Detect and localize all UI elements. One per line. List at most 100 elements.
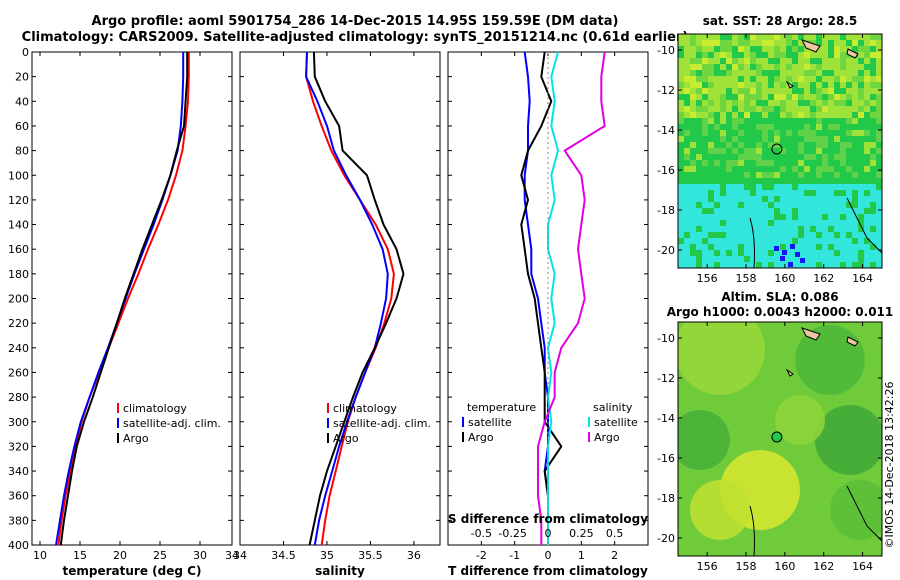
sst-cell	[804, 70, 810, 76]
sst-cell	[840, 208, 846, 214]
sst-cell	[690, 106, 696, 112]
sst-cell	[702, 226, 708, 232]
sst-cell	[702, 52, 708, 58]
sst-cell	[702, 232, 708, 238]
sst-cell	[732, 70, 738, 76]
sst-cell	[774, 220, 780, 226]
sst-cell	[774, 88, 780, 94]
sst-cell	[834, 136, 840, 142]
sst-cell	[738, 142, 744, 148]
sst-cell	[684, 214, 690, 220]
sst-cell	[774, 46, 780, 52]
x-tick-label: -2	[476, 549, 487, 562]
sst-cell	[822, 46, 828, 52]
sst-cell	[720, 136, 726, 142]
sst-cell	[702, 256, 708, 262]
sst-cell	[780, 238, 786, 244]
sst-cold-cell	[795, 252, 800, 257]
sst-cell	[702, 214, 708, 220]
sst-cell	[864, 196, 870, 202]
sst-cell	[780, 58, 786, 64]
sst-cell	[762, 58, 768, 64]
sst-cell	[726, 202, 732, 208]
sst-cell	[828, 202, 834, 208]
sst-cell	[684, 64, 690, 70]
sst-cell	[804, 82, 810, 88]
sst-cell	[678, 100, 684, 106]
sst-cell	[738, 70, 744, 76]
sst-cell	[720, 214, 726, 220]
sst-cell	[708, 40, 714, 46]
credit-text: ©IMOS 14-Dec-2018 13:42:26	[883, 382, 896, 549]
sst-cell	[762, 34, 768, 40]
sst-cell	[696, 232, 702, 238]
sst-cell	[744, 214, 750, 220]
sst-cell	[834, 256, 840, 262]
sst-cell	[762, 208, 768, 214]
legend-label: Argo	[333, 432, 359, 445]
sst-cell	[756, 160, 762, 166]
sst-cell	[876, 262, 882, 268]
sst-cell	[750, 244, 756, 250]
sst-cell	[780, 262, 786, 268]
sst-cell	[780, 76, 786, 82]
sst-cell	[870, 142, 876, 148]
sst-cell	[786, 196, 792, 202]
sst-cell	[744, 232, 750, 238]
sst-cell	[810, 112, 816, 118]
sst-cell	[768, 40, 774, 46]
sst-cell	[846, 34, 852, 40]
sst-cell	[756, 82, 762, 88]
sst-cell	[834, 190, 840, 196]
sst-cell	[774, 226, 780, 232]
sst-cell	[684, 58, 690, 64]
sst-cell	[852, 64, 858, 70]
sst-cell	[822, 154, 828, 160]
sst-cell	[798, 202, 804, 208]
sst-cell	[756, 76, 762, 82]
x-tick-label: 1	[578, 549, 585, 562]
sst-cell	[780, 34, 786, 40]
x-tick-label: 34	[233, 549, 247, 562]
sst-cell	[792, 94, 798, 100]
sst-cell	[786, 256, 792, 262]
legend-label: satellite-adj. clim.	[333, 417, 431, 430]
y-tick-label: 400	[8, 539, 29, 552]
sst-cell	[864, 40, 870, 46]
sst-cell	[804, 262, 810, 268]
map-x-tick-label: 164	[852, 272, 873, 285]
sst-cell	[858, 130, 864, 136]
sst-cell	[858, 76, 864, 82]
sst-cell	[846, 250, 852, 256]
sst-cell	[846, 64, 852, 70]
sst-cell	[684, 46, 690, 52]
sst-cell	[720, 250, 726, 256]
sst-cell	[720, 262, 726, 268]
sst-cell	[732, 214, 738, 220]
x-tick-label: 0	[545, 549, 552, 562]
sst-cell	[786, 106, 792, 112]
sst-cell	[732, 148, 738, 154]
sst-cell	[864, 202, 870, 208]
sst-cell	[834, 196, 840, 202]
sst-cell	[828, 250, 834, 256]
sst-cell	[756, 238, 762, 244]
map-y-tick-label: -20	[657, 532, 675, 545]
sst-cell	[846, 106, 852, 112]
sst-cell	[714, 256, 720, 262]
sst-cell	[720, 94, 726, 100]
sst-cell	[852, 94, 858, 100]
sst-cell	[708, 46, 714, 52]
sst-cell	[732, 190, 738, 196]
sst-cell	[858, 196, 864, 202]
sst-cell	[726, 196, 732, 202]
sst-cell	[858, 52, 864, 58]
sst-cell	[870, 112, 876, 118]
sst-cell	[774, 190, 780, 196]
sst-cell	[816, 124, 822, 130]
sst-cell	[732, 64, 738, 70]
sst-cell	[834, 94, 840, 100]
x-axis-label-salinity: S difference from climatology	[448, 512, 648, 526]
sst-cell	[750, 100, 756, 106]
